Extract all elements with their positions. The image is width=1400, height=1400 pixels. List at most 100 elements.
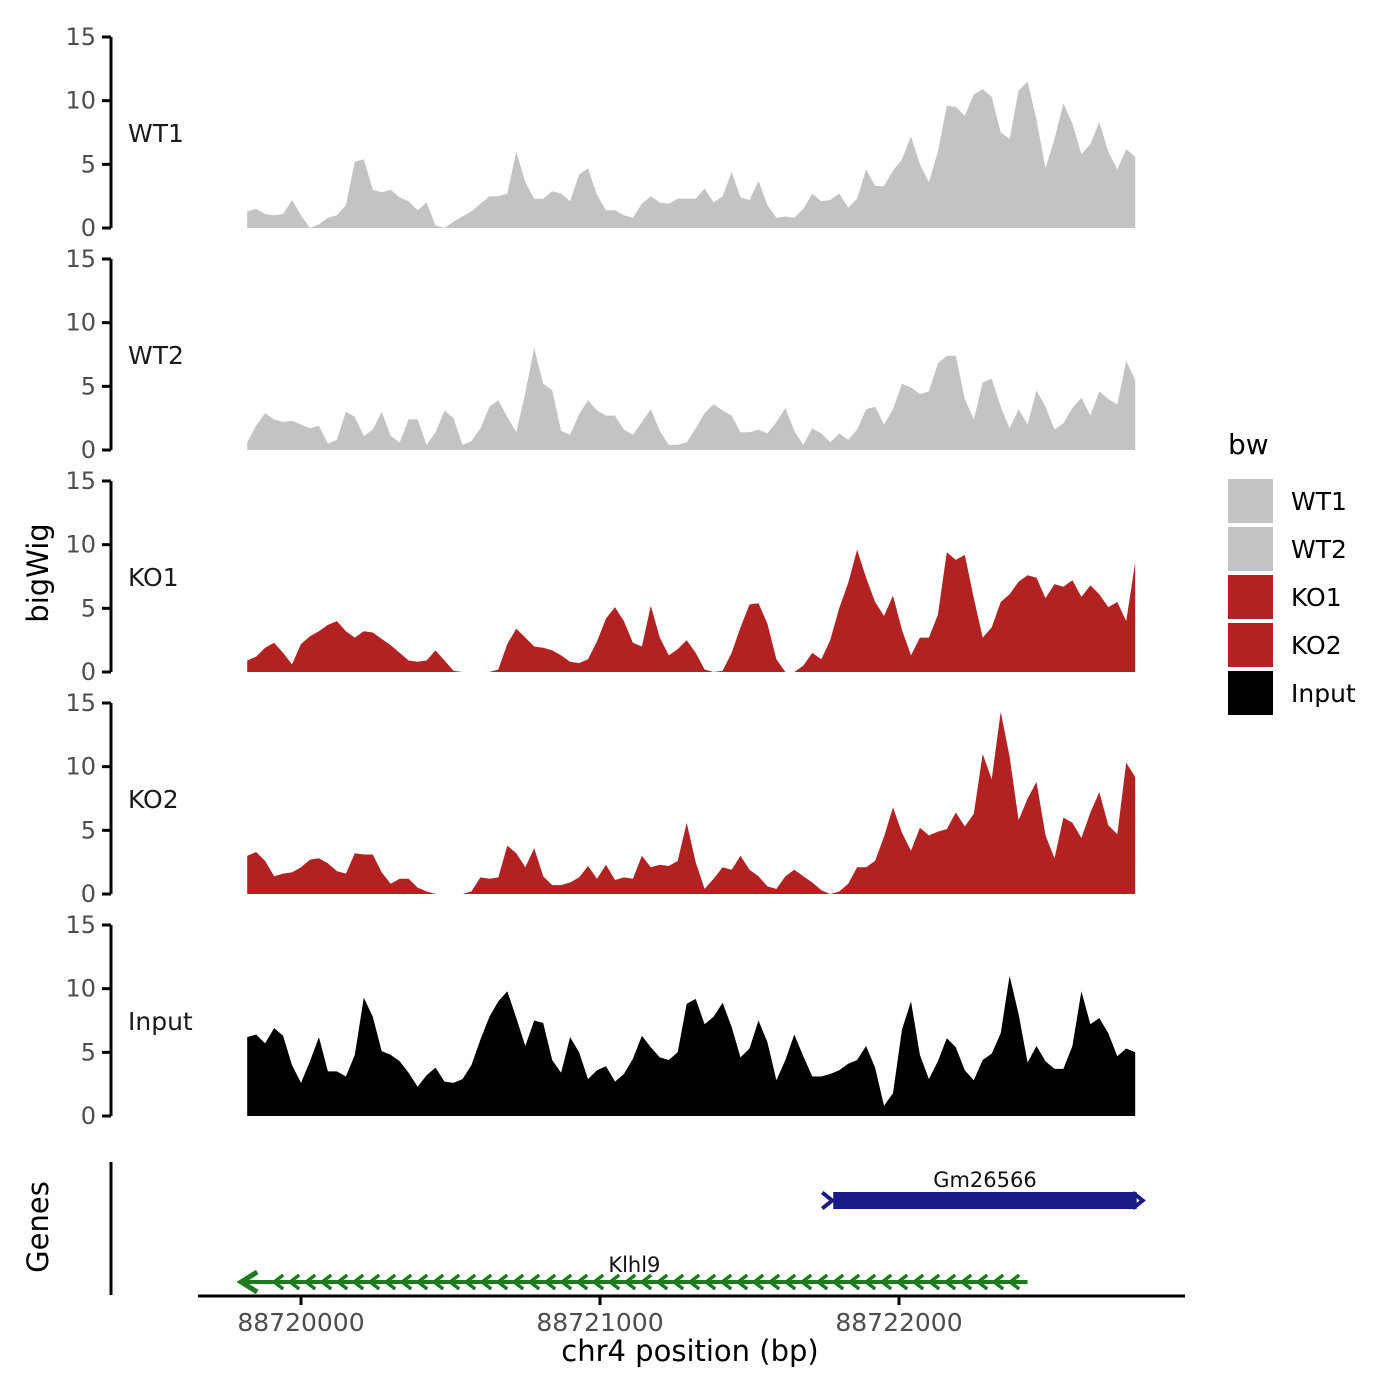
y-tick-label: 5: [81, 150, 96, 178]
x-tick-label: 88720000: [237, 1308, 364, 1337]
y-tick-label: 15: [65, 23, 96, 51]
gene-strand-chevron-icon: [943, 1273, 957, 1291]
y-tick-label: 10: [65, 309, 96, 337]
gene-strand-chevron-icon: [831, 1273, 845, 1291]
gene-strand-chevron-icon: [927, 1273, 941, 1291]
y-tick-label: 15: [65, 911, 96, 939]
gene-strand-chevron-icon: [911, 1273, 925, 1291]
gene-strand-chevron-icon: [527, 1273, 541, 1291]
y-tick-label: 0: [81, 880, 96, 908]
legend-swatch-wt2: [1228, 527, 1273, 571]
gene-strand-chevron-icon: [719, 1273, 733, 1291]
gene-strand-chevron-icon: [863, 1273, 877, 1291]
y-tick-label: 0: [81, 436, 96, 464]
legend: bw WT1 WT2 KO1 KO2 Input: [1228, 428, 1356, 717]
gene-strand-chevron-icon: [447, 1273, 461, 1291]
track-label-input: Input: [128, 1007, 193, 1036]
gene-strand-chevron-icon: [687, 1273, 701, 1291]
gene-strand-chevron-icon: [367, 1273, 381, 1291]
y-tick-label: 0: [81, 1102, 96, 1130]
legend-item: WT2: [1228, 525, 1356, 573]
legend-swatch-ko1: [1228, 575, 1273, 619]
gene-strand-chevron-icon: [975, 1273, 989, 1291]
legend-label: WT1: [1291, 486, 1347, 516]
track-label-ko1: KO1: [128, 563, 179, 592]
genes-axis-title: Genes: [21, 1181, 55, 1273]
x-tick-label: 88722000: [835, 1308, 962, 1337]
y-tick-label: 0: [81, 214, 96, 242]
y-tick-label: 10: [65, 87, 96, 115]
area-ko1: [247, 549, 1136, 672]
legend-item: Input: [1228, 669, 1356, 717]
gene-strand-chevron-icon: [559, 1273, 573, 1291]
gene-label: Gm26566: [933, 1168, 1037, 1192]
gene-strand-chevron-icon: [335, 1273, 349, 1291]
gene-strand-chevron-icon: [703, 1273, 717, 1291]
y-tick-label: 10: [65, 531, 96, 559]
gene-strand-arrow-icon: [1131, 1190, 1146, 1211]
y-tick-label: 5: [81, 816, 96, 844]
track-label-ko2: KO2: [128, 785, 179, 814]
gene-strand-chevron-icon: [1007, 1273, 1021, 1291]
gene-strand-chevron-icon: [511, 1273, 525, 1291]
legend-label: Input: [1291, 678, 1356, 708]
gene-strand-chevron-icon: [463, 1273, 477, 1291]
gene-strand-chevron-icon: [991, 1273, 1005, 1291]
legend-title: bw: [1228, 428, 1269, 461]
gene-strand-chevron-icon: [767, 1273, 781, 1291]
y-tick-label: 5: [81, 1038, 96, 1066]
gene-strand-arrow-icon: [236, 1269, 259, 1295]
y-tick-label: 10: [65, 753, 96, 781]
gene-strand-chevron-icon: [591, 1273, 605, 1291]
gene-strand-chevron-icon: [383, 1273, 397, 1291]
x-tick-label: 88721000: [536, 1308, 663, 1337]
area-ko2: [247, 711, 1136, 894]
gene-strand-chevron-icon: [431, 1273, 445, 1291]
y-tick-label: 10: [65, 975, 96, 1003]
gene-strand-chevron-icon: [959, 1273, 973, 1291]
y-tick-label: 15: [65, 689, 96, 717]
gene-strand-chevron-icon: [351, 1273, 365, 1291]
area-input: [247, 975, 1136, 1116]
legend-item: WT1: [1228, 477, 1356, 525]
area-wt1: [247, 81, 1136, 228]
gene-strand-chevron-icon: [799, 1273, 813, 1291]
y-tick-label: 0: [81, 658, 96, 686]
gene-strand-chevron-icon: [895, 1273, 909, 1291]
gene-strand-chevron-icon: [399, 1273, 413, 1291]
gene-strand-chevron-icon: [319, 1273, 333, 1291]
legend-swatch-wt1: [1228, 479, 1273, 523]
gene-strand-chevron-icon: [271, 1273, 285, 1291]
gene-strand-arrow-icon: [820, 1190, 836, 1211]
gene-strand-chevron-icon: [479, 1273, 493, 1291]
y-axis-title: bigWig: [21, 523, 55, 623]
gene-strand-chevron-icon: [543, 1273, 557, 1291]
legend-swatch-ko2: [1228, 623, 1273, 667]
gene-strand-chevron-icon: [879, 1273, 893, 1291]
y-tick-label: 15: [65, 245, 96, 273]
legend-item: KO2: [1228, 621, 1356, 669]
gene-strand-chevron-icon: [607, 1273, 621, 1291]
gene-box-gm26566: [833, 1192, 1137, 1209]
gene-strand-chevron-icon: [623, 1273, 637, 1291]
gene-strand-chevron-icon: [655, 1273, 669, 1291]
gene-strand-chevron-icon: [287, 1273, 301, 1291]
gene-strand-chevron-icon: [815, 1273, 829, 1291]
legend-swatch-input: [1228, 671, 1273, 715]
legend-label: KO1: [1291, 582, 1342, 612]
track-label-wt1: WT1: [128, 119, 184, 148]
legend-item: KO1: [1228, 573, 1356, 621]
y-tick-label: 5: [81, 594, 96, 622]
area-wt2: [247, 348, 1136, 450]
gene-strand-chevron-icon: [495, 1273, 509, 1291]
gene-strand-chevron-icon: [783, 1273, 797, 1291]
gene-label: Klhl9: [608, 1253, 660, 1277]
gene-strand-chevron-icon: [847, 1273, 861, 1291]
gene-strand-chevron-icon: [751, 1273, 765, 1291]
gene-strand-chevron-icon: [415, 1273, 429, 1291]
gene-strand-chevron-icon: [575, 1273, 589, 1291]
gene-strand-chevron-icon: [735, 1273, 749, 1291]
legend-label: KO2: [1291, 630, 1342, 660]
